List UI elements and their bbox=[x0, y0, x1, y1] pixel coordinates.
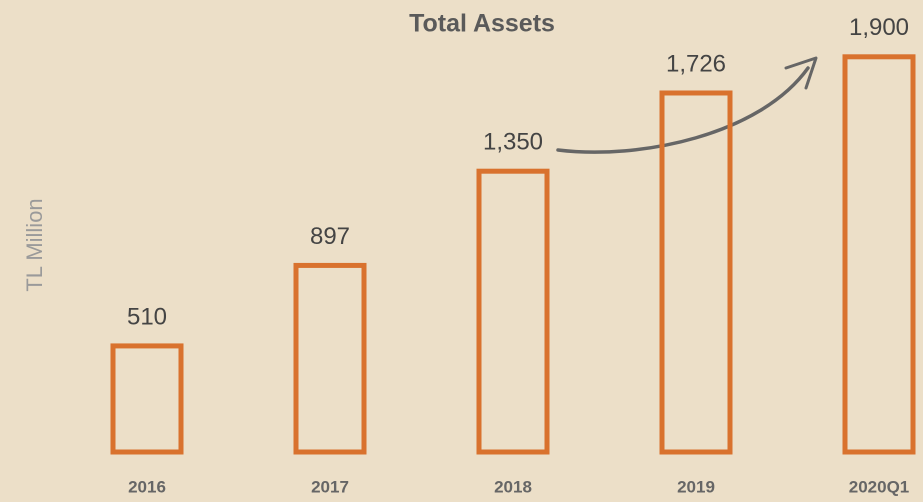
x-tick-label: 2020Q1 bbox=[849, 477, 910, 496]
x-tick-label: 2017 bbox=[311, 477, 349, 496]
data-label: 1,900 bbox=[849, 14, 909, 41]
arrow-head bbox=[784, 56, 818, 90]
bar bbox=[293, 262, 367, 455]
arrow-curve bbox=[556, 66, 810, 154]
y-axis-label: TL Million bbox=[22, 198, 47, 291]
chart-title: Total Assets bbox=[409, 10, 555, 38]
data-label: 897 bbox=[310, 223, 350, 250]
data-label: 510 bbox=[127, 303, 167, 330]
data-label: 1,350 bbox=[483, 129, 543, 156]
bar bbox=[110, 343, 184, 455]
bar bbox=[476, 168, 550, 455]
x-tick-label: 2018 bbox=[494, 477, 532, 496]
growth-arrow bbox=[556, 56, 818, 154]
bar bbox=[659, 90, 733, 455]
bar bbox=[842, 54, 916, 455]
data-label: 1,726 bbox=[666, 50, 726, 77]
x-tick-label: 2016 bbox=[128, 477, 166, 496]
x-tick-label: 2019 bbox=[677, 477, 715, 496]
